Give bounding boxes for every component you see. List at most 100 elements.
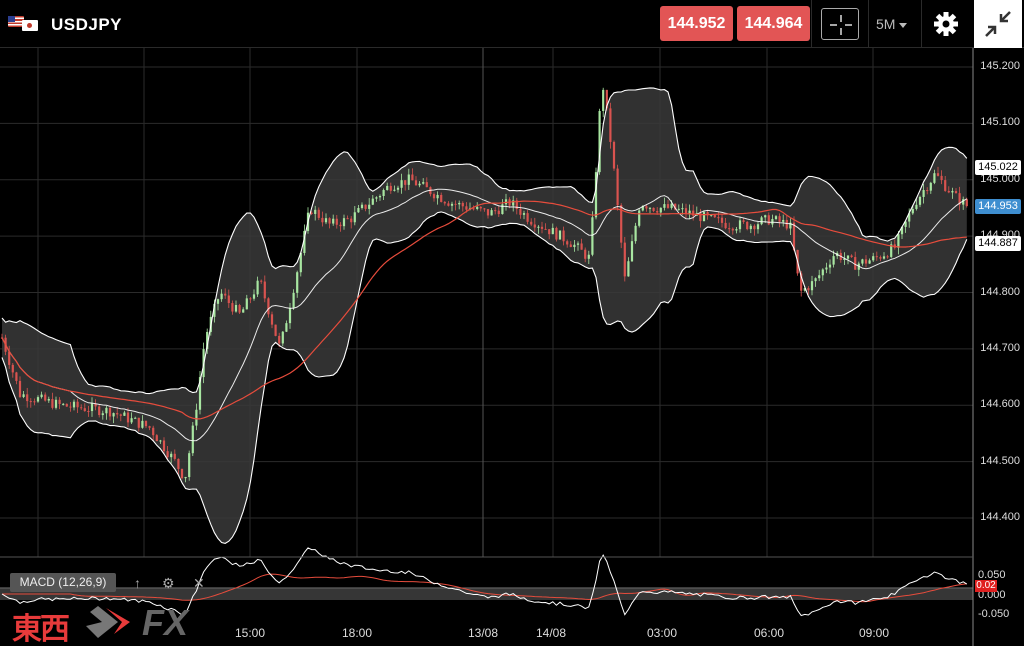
candle-body bbox=[670, 203, 673, 208]
candle-body bbox=[162, 440, 166, 452]
candle-body bbox=[364, 204, 367, 209]
candle-body bbox=[425, 182, 428, 188]
candle-body bbox=[850, 255, 853, 258]
candle-body bbox=[112, 413, 115, 417]
candle-body bbox=[152, 427, 155, 436]
candle-body bbox=[76, 401, 79, 408]
price-chart[interactable] bbox=[0, 48, 1024, 646]
bollinger-bands bbox=[2, 87, 967, 544]
candle-body bbox=[602, 89, 605, 112]
candle-body bbox=[198, 377, 202, 410]
candle-body bbox=[335, 218, 338, 225]
crosshair-button[interactable] bbox=[821, 8, 859, 40]
candle-body bbox=[321, 217, 324, 223]
price-tick: 144.500 bbox=[980, 454, 1020, 467]
move-up-icon[interactable]: ↑ bbox=[134, 575, 141, 591]
candle-body bbox=[422, 182, 425, 184]
candle-body bbox=[116, 413, 119, 415]
candle-body bbox=[47, 399, 50, 401]
upper-band-price-tag: 145.022 bbox=[975, 160, 1021, 175]
candle-body bbox=[411, 174, 414, 181]
candle-body bbox=[8, 351, 11, 365]
candle-body bbox=[674, 203, 677, 210]
candle-body bbox=[702, 212, 706, 222]
candle-body bbox=[472, 208, 475, 210]
candle-body bbox=[458, 202, 461, 205]
buy-price-button[interactable]: 144.964 bbox=[737, 6, 810, 41]
symbol-label[interactable]: USDJPY bbox=[51, 15, 123, 34]
candle-body bbox=[353, 212, 356, 223]
candle-body bbox=[108, 407, 112, 417]
candle-body bbox=[332, 218, 335, 224]
candle-body bbox=[256, 280, 259, 295]
candle-body bbox=[692, 210, 695, 216]
candle-body bbox=[350, 218, 353, 223]
candle-body bbox=[879, 257, 882, 259]
candle-body bbox=[958, 193, 961, 205]
candle-body bbox=[155, 435, 158, 442]
candle-body bbox=[252, 294, 256, 299]
candle-body bbox=[270, 314, 274, 325]
candle-body bbox=[882, 256, 886, 259]
sell-price-button[interactable]: 144.952 bbox=[660, 6, 733, 41]
candle-body bbox=[645, 206, 648, 209]
candle-body bbox=[713, 214, 716, 218]
logo-diamond-icon bbox=[86, 606, 130, 638]
candle-body bbox=[36, 397, 40, 402]
candle-body bbox=[746, 221, 749, 230]
candle-body bbox=[494, 210, 497, 212]
macd-indicator-label[interactable]: MACD (12,26,9) bbox=[10, 573, 116, 592]
candle-body bbox=[234, 305, 238, 312]
candle-body bbox=[220, 293, 223, 300]
candle-body bbox=[710, 214, 713, 216]
candle-body bbox=[281, 331, 284, 344]
price-tick: 144.600 bbox=[980, 398, 1020, 411]
upper-band-line bbox=[1, 87, 968, 395]
candle-body bbox=[288, 307, 292, 324]
candle-body bbox=[886, 256, 889, 258]
candle-body bbox=[738, 220, 742, 230]
candle-body bbox=[526, 213, 529, 222]
candle-body bbox=[515, 200, 518, 210]
candle-body bbox=[742, 220, 745, 222]
candle-body bbox=[728, 228, 731, 230]
candle-body bbox=[810, 281, 814, 291]
settings-button[interactable] bbox=[930, 8, 962, 40]
candle-body bbox=[594, 172, 598, 218]
candle-body bbox=[724, 222, 727, 229]
candle-body bbox=[461, 202, 464, 207]
candle-body bbox=[414, 180, 418, 186]
candle-body bbox=[404, 180, 407, 185]
macd-value-tag: 0.02 bbox=[975, 580, 997, 592]
candle-body bbox=[159, 440, 162, 442]
candle-body bbox=[342, 218, 346, 227]
candle-body bbox=[303, 230, 306, 253]
candle-body bbox=[688, 210, 691, 215]
candle-body bbox=[238, 305, 241, 313]
candle-body bbox=[479, 206, 482, 209]
candle-body bbox=[627, 261, 630, 277]
candle-body bbox=[119, 414, 122, 416]
minimize-button[interactable] bbox=[974, 0, 1022, 48]
candle-body bbox=[774, 216, 778, 219]
candle-body bbox=[62, 403, 65, 405]
close-icon[interactable]: ✕ bbox=[193, 575, 205, 591]
candle-body bbox=[382, 190, 385, 196]
candle-body bbox=[357, 208, 360, 213]
candle-body bbox=[630, 241, 634, 262]
indicator-settings-icon[interactable]: ⚙ bbox=[162, 575, 175, 591]
candle-body bbox=[846, 255, 850, 259]
candle-body bbox=[666, 204, 670, 208]
candle-body bbox=[933, 173, 936, 183]
logo-fx: FX bbox=[142, 602, 189, 643]
timeframe-select[interactable]: 5M bbox=[876, 16, 908, 32]
candle-body bbox=[447, 203, 450, 206]
candle-body bbox=[911, 208, 914, 214]
candle-body bbox=[828, 264, 832, 268]
candle-body bbox=[137, 417, 140, 428]
candle-body bbox=[767, 215, 770, 225]
candle-body bbox=[465, 206, 468, 210]
candle-body bbox=[83, 408, 86, 412]
candle-body bbox=[375, 197, 378, 199]
candle-body bbox=[782, 219, 785, 222]
